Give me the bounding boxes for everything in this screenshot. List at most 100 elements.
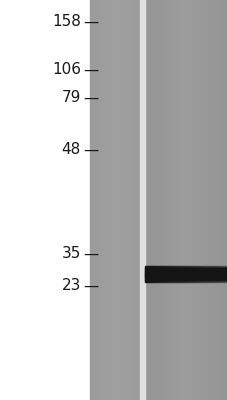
Bar	[186, 0, 188, 400]
Bar	[122, 0, 123, 400]
Bar	[166, 0, 167, 400]
Bar	[192, 266, 194, 282]
Bar	[99, 0, 100, 400]
Bar	[183, 0, 184, 400]
Bar	[145, 0, 147, 400]
Bar	[169, 266, 170, 282]
Bar	[202, 266, 204, 282]
Text: —: —	[83, 278, 98, 294]
Bar	[128, 0, 129, 400]
Bar	[127, 0, 128, 400]
Bar	[121, 0, 122, 400]
Bar	[194, 266, 195, 282]
Bar	[160, 266, 161, 282]
Bar	[215, 266, 216, 282]
Bar	[126, 0, 127, 400]
Text: —: —	[83, 62, 98, 78]
Bar	[190, 266, 191, 282]
Bar	[184, 0, 186, 400]
Bar	[147, 0, 149, 400]
Text: —: —	[83, 14, 98, 30]
Bar	[191, 266, 192, 282]
Text: 35: 35	[61, 246, 81, 262]
Bar	[173, 266, 175, 282]
Text: —: —	[83, 246, 98, 262]
Bar	[135, 0, 136, 400]
Bar	[104, 0, 105, 400]
Bar	[213, 266, 215, 282]
Bar	[91, 0, 92, 400]
Bar	[201, 266, 202, 282]
Bar	[171, 0, 173, 400]
Bar	[136, 0, 137, 400]
Bar	[193, 0, 195, 400]
Bar	[159, 0, 160, 400]
Bar	[129, 0, 130, 400]
Bar	[139, 0, 144, 400]
Bar	[116, 0, 117, 400]
Bar	[225, 0, 227, 400]
Bar	[219, 0, 220, 400]
Bar	[94, 0, 95, 400]
Bar	[140, 0, 141, 400]
Bar	[165, 266, 166, 282]
Bar	[181, 0, 183, 400]
Bar	[176, 0, 178, 400]
Bar	[215, 0, 217, 400]
Bar	[143, 0, 145, 400]
Bar	[190, 0, 191, 400]
Bar	[107, 0, 109, 400]
Bar	[172, 266, 173, 282]
Bar	[174, 0, 176, 400]
Bar	[217, 266, 219, 282]
Bar	[223, 266, 224, 282]
Bar	[102, 0, 103, 400]
Bar	[216, 266, 217, 282]
Bar	[93, 0, 94, 400]
Bar	[175, 266, 176, 282]
Bar	[198, 266, 200, 282]
Bar	[98, 0, 99, 400]
Bar	[195, 266, 197, 282]
Bar	[169, 0, 171, 400]
Bar	[187, 266, 188, 282]
Bar	[170, 266, 172, 282]
Bar	[197, 266, 198, 282]
Bar	[103, 0, 104, 400]
Text: 79: 79	[61, 90, 81, 106]
Bar	[206, 266, 208, 282]
Bar	[95, 0, 96, 400]
Bar	[106, 0, 107, 400]
Bar	[222, 0, 224, 400]
Bar	[212, 266, 213, 282]
Bar	[202, 0, 203, 400]
Bar	[101, 0, 102, 400]
Bar	[183, 266, 184, 282]
Bar	[112, 0, 113, 400]
Bar	[188, 266, 190, 282]
Bar	[209, 266, 210, 282]
Bar	[173, 0, 174, 400]
Bar	[180, 266, 182, 282]
Bar	[90, 0, 91, 400]
Bar	[158, 266, 160, 282]
Bar	[141, 0, 142, 400]
Bar	[179, 0, 181, 400]
Bar	[205, 266, 206, 282]
Bar	[105, 0, 106, 400]
Bar	[226, 266, 227, 282]
Bar	[179, 266, 180, 282]
Bar	[224, 0, 225, 400]
Bar	[164, 0, 166, 400]
Bar	[151, 266, 153, 282]
Bar	[96, 0, 97, 400]
Bar	[188, 0, 190, 400]
Text: —: —	[83, 142, 98, 158]
Text: 106: 106	[52, 62, 81, 78]
Bar	[144, 266, 146, 282]
Bar	[168, 0, 169, 400]
Bar	[119, 0, 120, 400]
Bar	[219, 266, 220, 282]
Bar	[168, 266, 169, 282]
Bar	[161, 266, 162, 282]
